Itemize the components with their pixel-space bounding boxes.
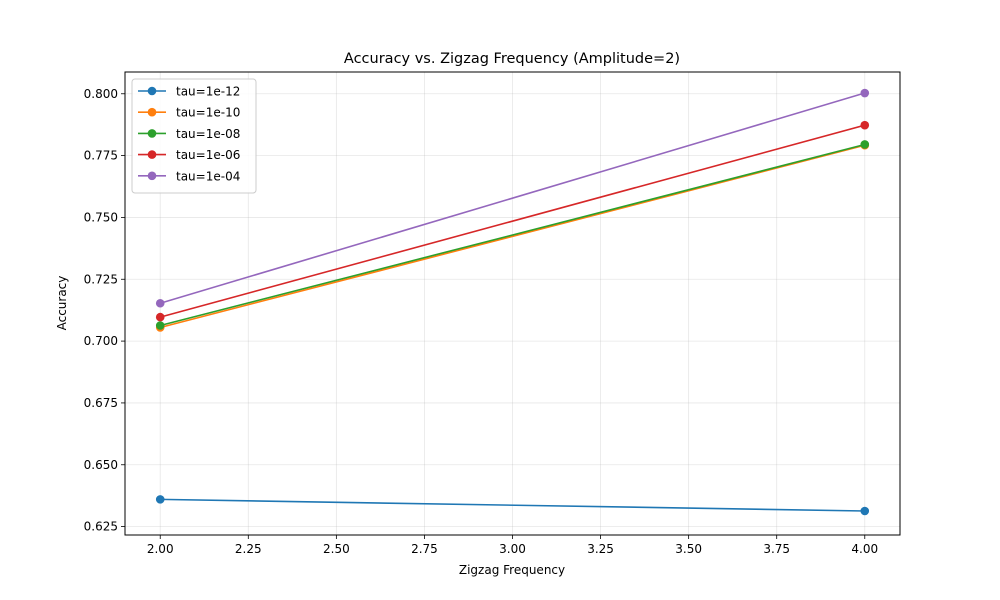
- y-tick-label: 0.675: [84, 396, 118, 410]
- chart-title: Accuracy vs. Zigzag Frequency (Amplitude…: [344, 51, 680, 67]
- y-tick-label: 0.650: [84, 458, 118, 472]
- y-tick-label: 0.725: [84, 272, 118, 286]
- legend-swatch-marker: [147, 150, 157, 159]
- y-axis-label: Accuracy: [55, 276, 69, 331]
- y-tick-label: 0.800: [84, 87, 118, 101]
- series-line-1: [160, 144, 865, 329]
- x-tick-label: 2.75: [411, 542, 438, 556]
- x-tick-label: 3.75: [763, 542, 790, 556]
- data-point: [860, 88, 870, 98]
- x-tick-label: 3.25: [587, 542, 614, 556]
- series-line-3: [160, 124, 865, 318]
- data-point: [155, 312, 165, 322]
- data-point: [155, 298, 165, 308]
- x-axis-ticks: 2.00 2.25 2.50 2.75 3.00 3.25 3.50 3.75 4.00: [147, 535, 878, 556]
- x-tick-label: 2.25: [235, 542, 262, 556]
- legend-label: tau=1e-12: [176, 85, 240, 99]
- y-tick-label: 0.625: [84, 520, 118, 534]
- data-point: [155, 321, 165, 330]
- legend-label: tau=1e-06: [176, 148, 240, 162]
- legend: tau=1e-12 tau=1e-10 tau=1e-08 tau=1e-06 tau=…: [131, 78, 257, 194]
- legend-label: tau=1e-08: [176, 127, 240, 141]
- series-line-0: [160, 498, 865, 512]
- y-tick-label: 0.700: [84, 334, 118, 348]
- x-tick-label: 4.00: [851, 542, 878, 556]
- legend-label: tau=1e-10: [176, 106, 240, 120]
- data-point: [155, 495, 165, 504]
- series-line-4: [160, 92, 865, 305]
- data-point: [860, 506, 870, 516]
- x-tick-label: 2.00: [147, 542, 174, 556]
- legend-swatch-marker: [147, 129, 157, 138]
- legend-label: tau=1e-04: [176, 169, 240, 183]
- legend-swatch-marker: [147, 86, 157, 96]
- series-lines: [155, 88, 870, 516]
- y-axis-ticks: 0.625 0.650 0.675 0.700 0.725 0.750 0.775 0.800: [84, 87, 125, 534]
- data-point: [860, 140, 870, 149]
- legend-swatch-marker: [147, 107, 157, 117]
- y-tick-label: 0.775: [84, 149, 118, 163]
- x-axis-label: Zigzag Frequency: [459, 563, 565, 577]
- x-tick-label: 2.50: [323, 542, 350, 556]
- y-tick-label: 0.750: [84, 210, 118, 224]
- legend-swatch-marker: [147, 171, 157, 181]
- series-line-2: [160, 143, 865, 327]
- data-point: [860, 120, 870, 130]
- x-tick-label: 3.00: [499, 542, 526, 556]
- x-tick-label: 3.50: [675, 542, 702, 556]
- legend-box: [131, 78, 257, 194]
